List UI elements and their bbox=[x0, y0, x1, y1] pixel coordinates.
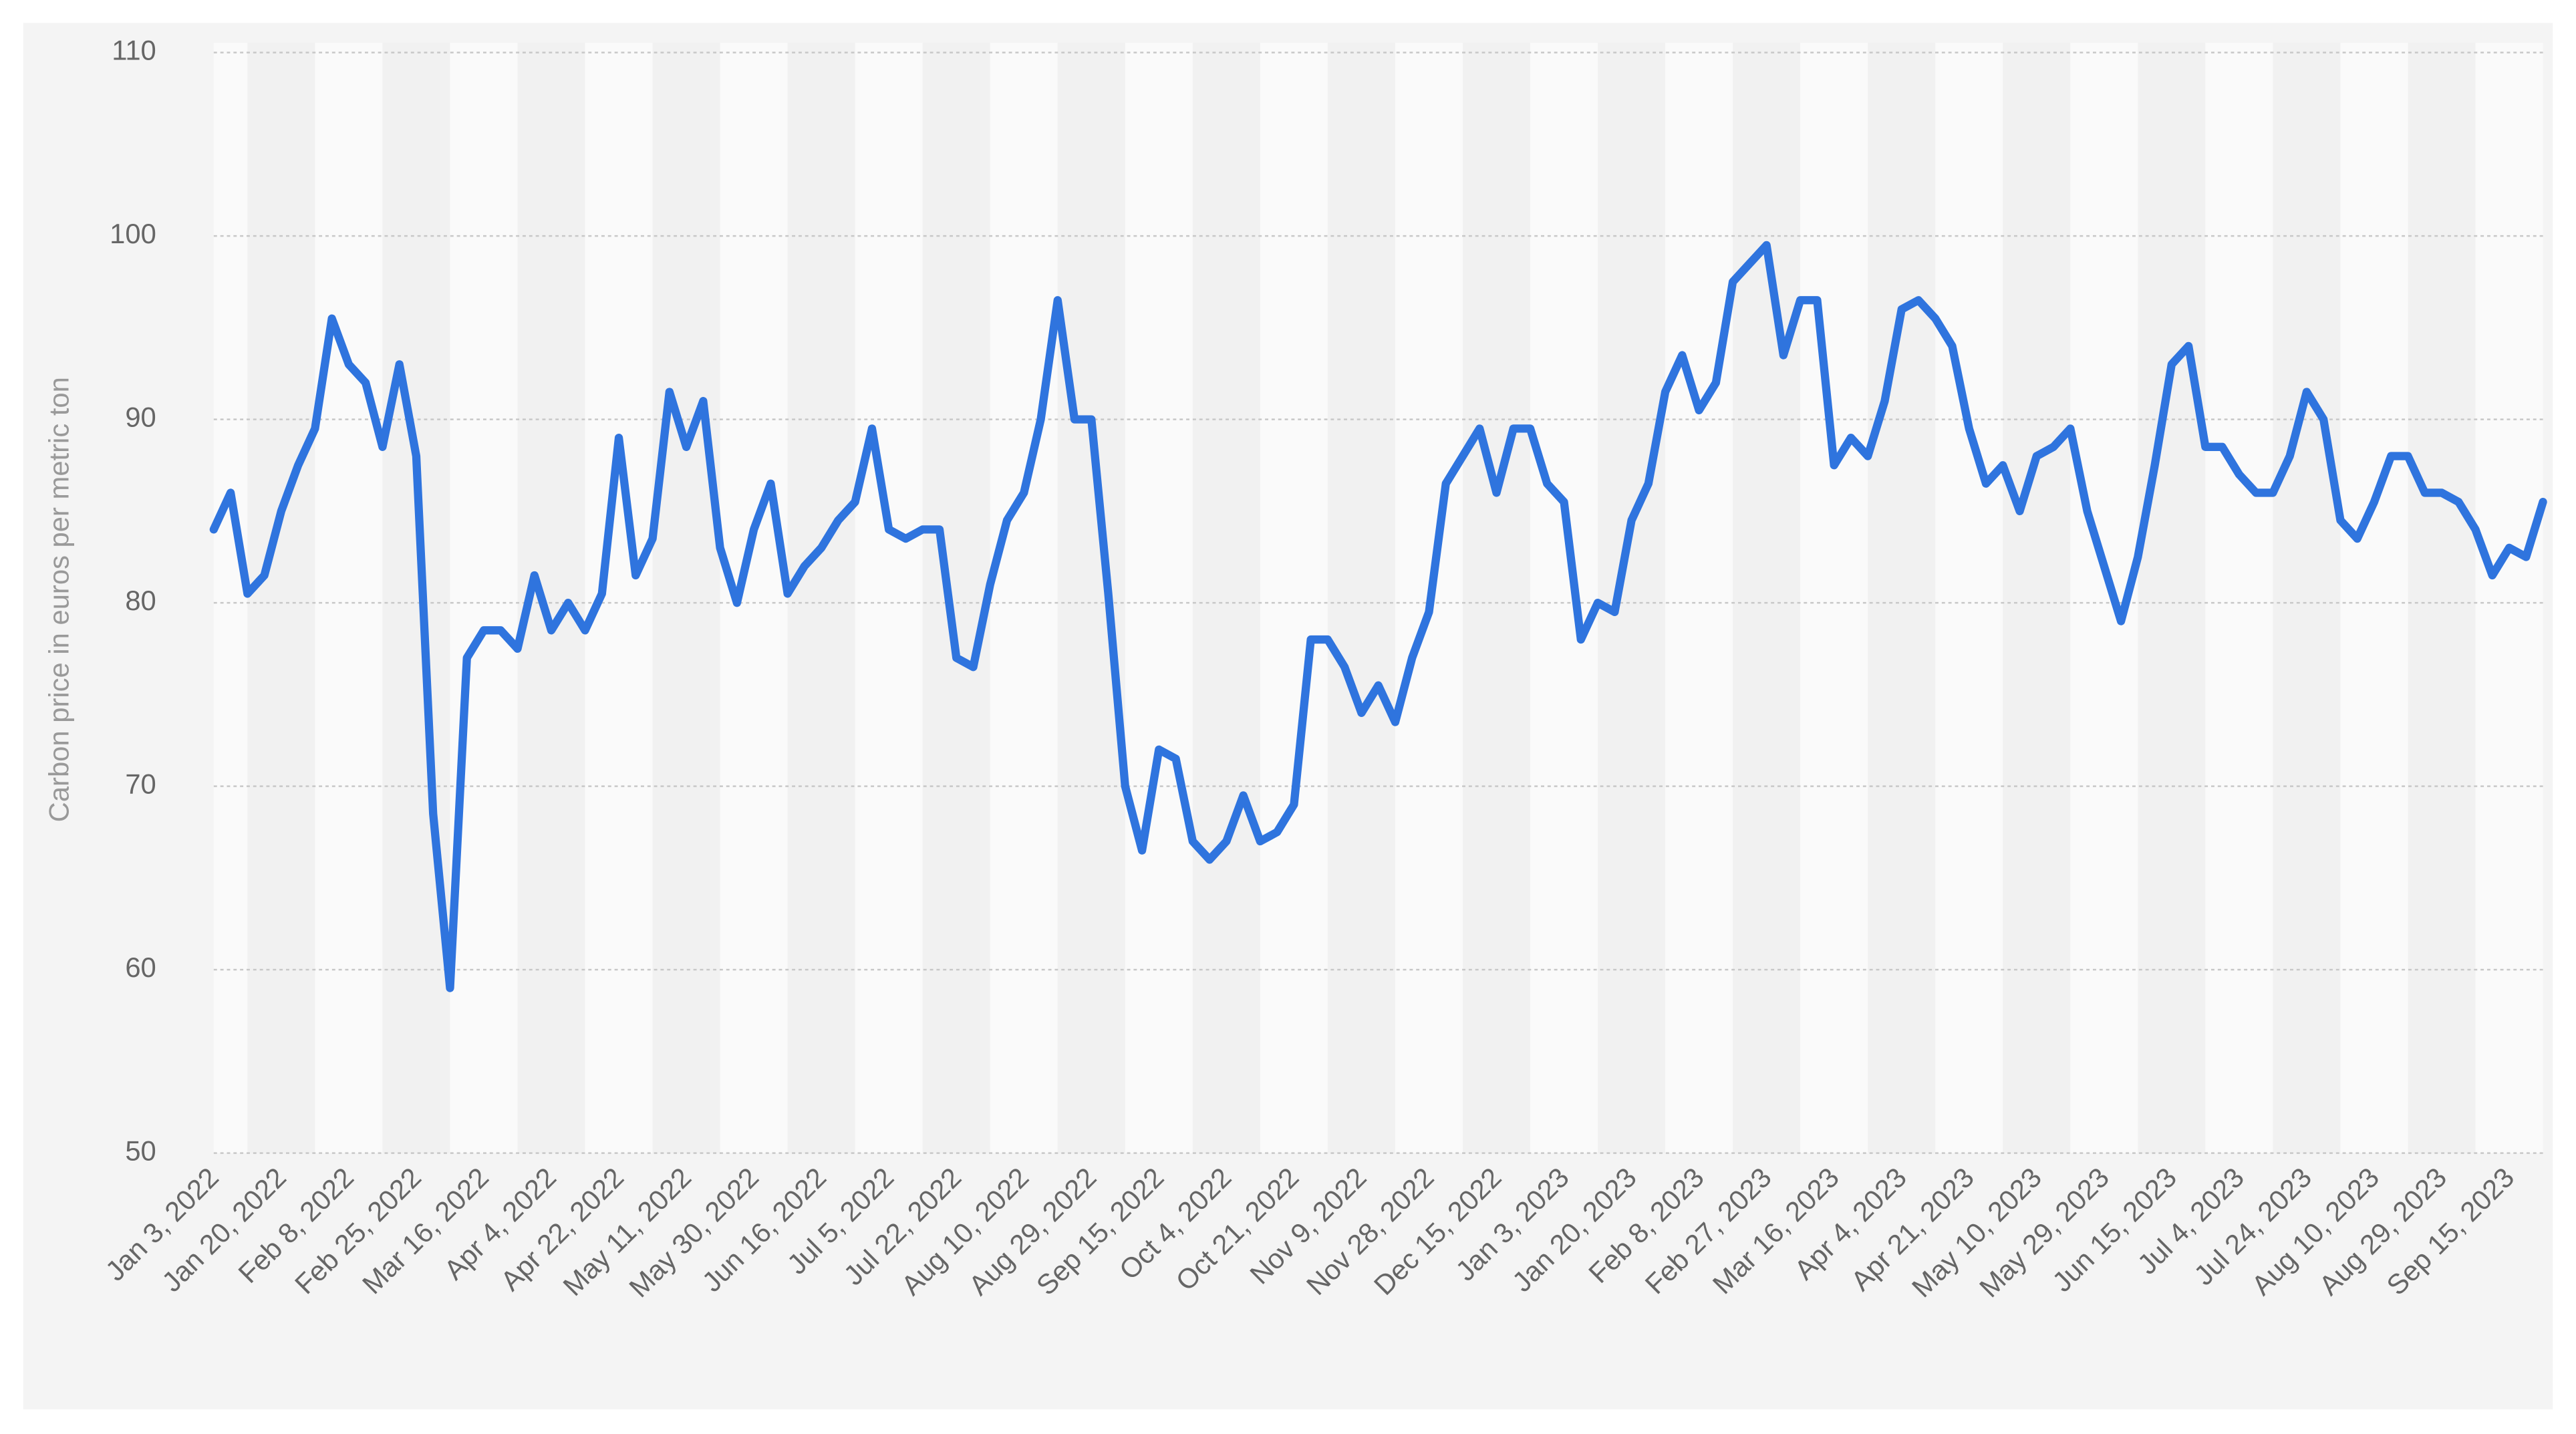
band bbox=[1598, 42, 1666, 1153]
y-tick-label: 100 bbox=[110, 218, 156, 249]
band bbox=[2003, 42, 2071, 1153]
band bbox=[2138, 42, 2206, 1153]
y-tick-label: 70 bbox=[125, 768, 156, 800]
band bbox=[1935, 42, 2003, 1153]
y-tick-label: 110 bbox=[112, 35, 156, 66]
band bbox=[1260, 42, 1328, 1153]
y-tick-label: 60 bbox=[125, 952, 156, 983]
band bbox=[1462, 42, 1531, 1153]
y-tick-label: 50 bbox=[125, 1135, 156, 1167]
band bbox=[315, 42, 383, 1153]
band bbox=[2273, 42, 2341, 1153]
band bbox=[247, 42, 315, 1153]
band bbox=[213, 42, 248, 1153]
band bbox=[1733, 42, 1801, 1153]
y-axis-label: Carbon price in euros per metric ton bbox=[43, 377, 74, 822]
band bbox=[787, 42, 855, 1153]
band bbox=[855, 42, 923, 1153]
band bbox=[922, 42, 990, 1153]
band bbox=[450, 42, 518, 1153]
y-tick-label: 90 bbox=[125, 402, 156, 433]
band bbox=[720, 42, 788, 1153]
band bbox=[2408, 42, 2476, 1153]
y-tick-label: 80 bbox=[125, 585, 156, 616]
band bbox=[1800, 42, 1868, 1153]
band bbox=[1327, 42, 1395, 1153]
band bbox=[585, 42, 653, 1153]
band bbox=[382, 42, 450, 1153]
band bbox=[1057, 42, 1125, 1153]
band bbox=[2340, 42, 2408, 1153]
band bbox=[990, 42, 1058, 1153]
band bbox=[1665, 42, 1733, 1153]
band bbox=[652, 42, 720, 1153]
band bbox=[1530, 42, 1598, 1153]
band bbox=[1192, 42, 1260, 1153]
band bbox=[2475, 42, 2543, 1153]
band bbox=[1868, 42, 1936, 1153]
band bbox=[1125, 42, 1193, 1153]
band bbox=[2205, 42, 2273, 1153]
data-line bbox=[209, 241, 2547, 992]
